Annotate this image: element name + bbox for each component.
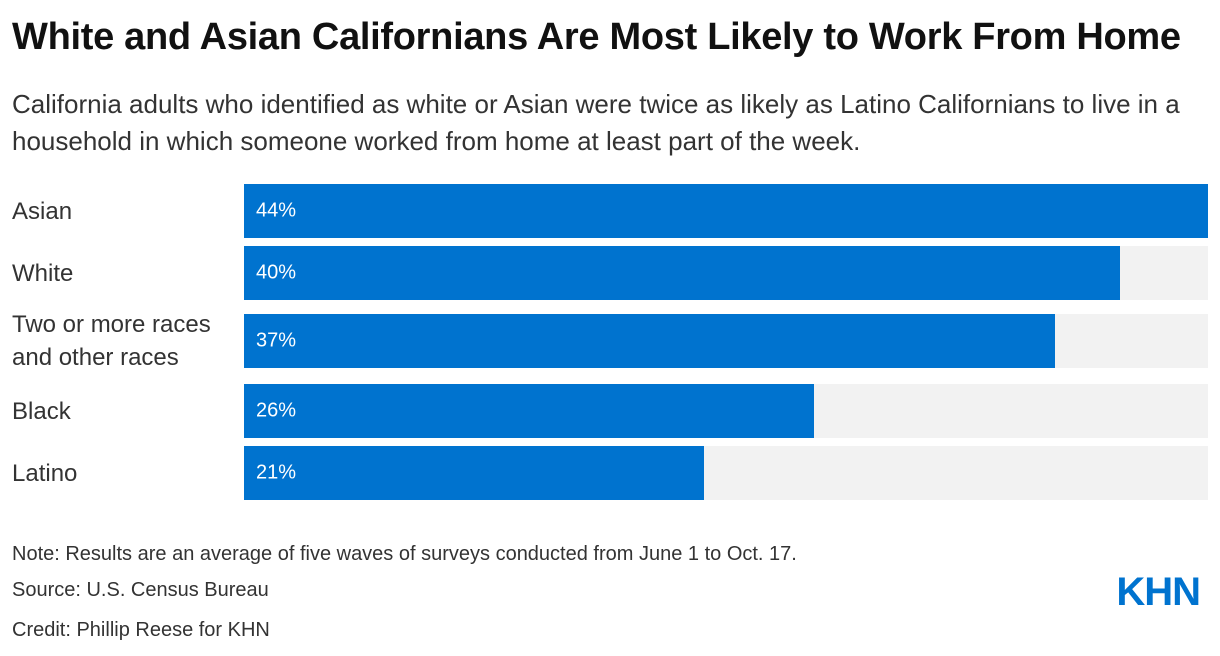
khn-logo: KHN — [1116, 570, 1201, 614]
bar-value-label: 44% — [256, 199, 297, 222]
category-label: White — [12, 259, 74, 287]
bar-track: 37% — [244, 314, 1208, 368]
chart-subtitle: California adults who identified as whit… — [12, 89, 1180, 156]
bar: 26% — [244, 384, 814, 438]
category-label: Asian — [12, 197, 73, 225]
bar-value-label: 40% — [256, 261, 297, 284]
bar-track: 21% — [244, 446, 1208, 500]
bar-value-label: 21% — [256, 461, 297, 484]
bar-track: 44% — [244, 184, 1208, 238]
bar-track: 26% — [244, 384, 1208, 438]
source-text: Source: U.S. Census Bureau — [12, 579, 269, 601]
credit-text: Credit: Phillip Reese for KHN — [12, 619, 270, 641]
bar: 37% — [244, 314, 1055, 368]
category-label: Two or more races and other races — [12, 311, 211, 371]
bar-value-label: 37% — [256, 329, 297, 352]
category-label: Latino — [12, 459, 78, 487]
note-text: Note: Results are an average of five wav… — [12, 543, 797, 565]
bar: 40% — [244, 246, 1120, 300]
bar: 44% — [244, 184, 1208, 238]
bar: 21% — [244, 446, 704, 500]
category-label: Black — [12, 397, 71, 425]
bar-track: 40% — [244, 246, 1208, 300]
bar-value-label: 26% — [256, 399, 297, 422]
chart-title: White and Asian Californians Are Most Li… — [12, 16, 1181, 58]
